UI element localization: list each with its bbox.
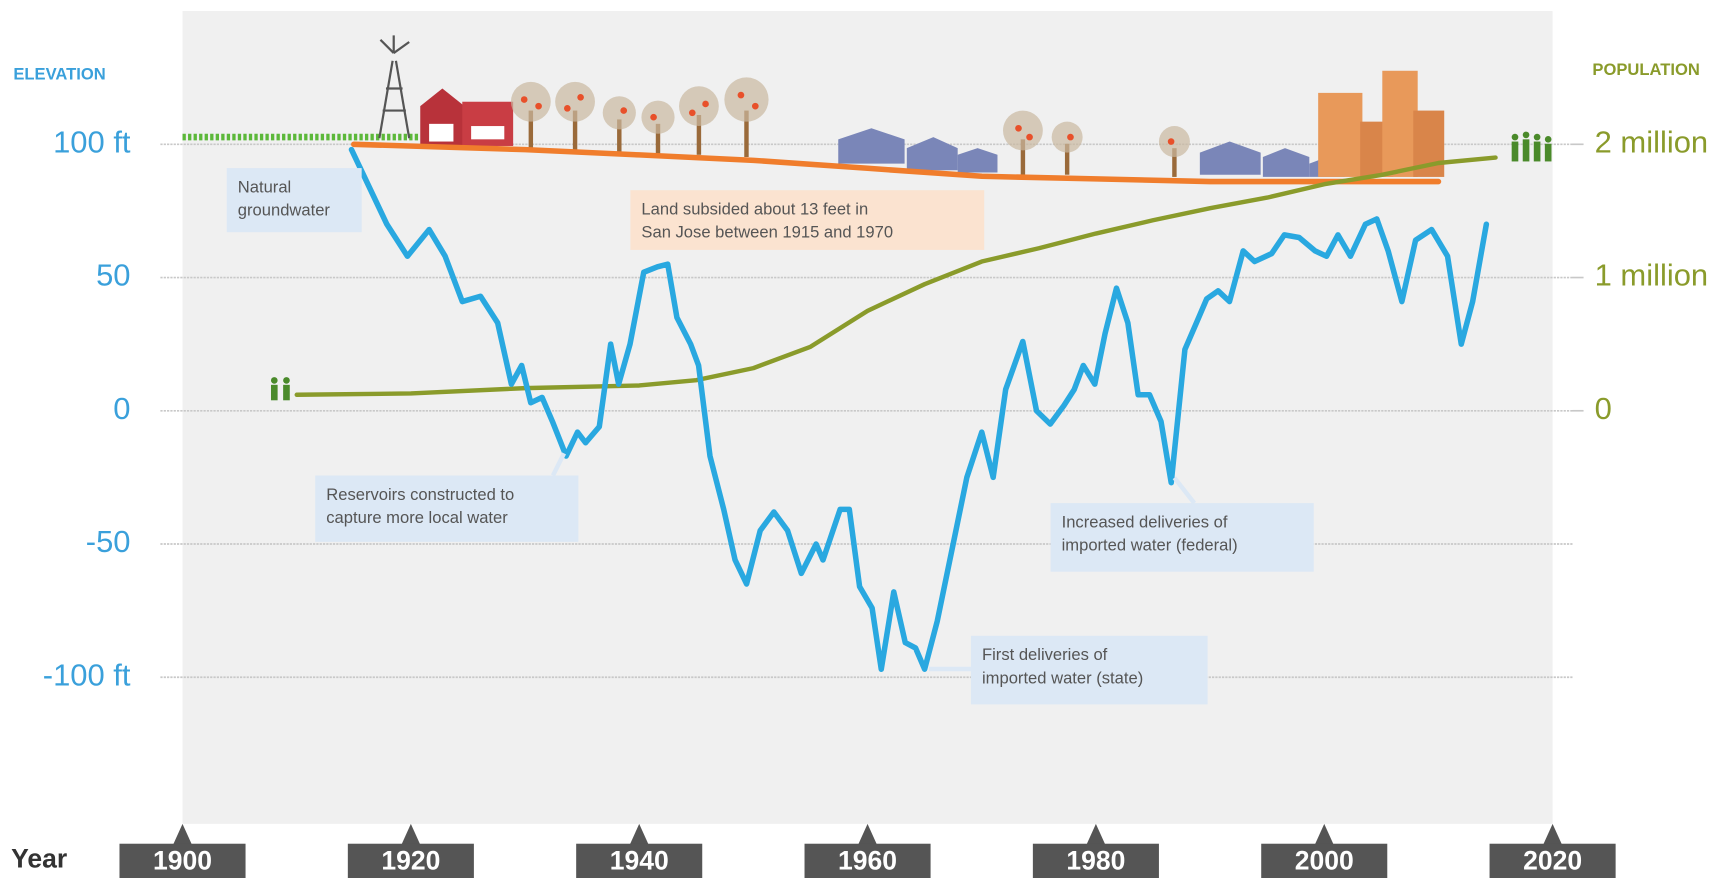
x-tick-label: 1940 bbox=[610, 846, 669, 876]
series-line bbox=[351, 141, 1442, 185]
x-tick-label: 2020 bbox=[1523, 846, 1582, 876]
x-tick-box bbox=[804, 843, 931, 878]
x-tick-box bbox=[1032, 843, 1159, 878]
x-tick-mark bbox=[1314, 823, 1335, 846]
people bbox=[270, 131, 1552, 401]
x-tick-mark bbox=[400, 823, 421, 846]
annotation-box bbox=[1050, 503, 1314, 572]
x-axis-title: Year bbox=[11, 843, 67, 873]
grid bbox=[160, 143, 1584, 679]
x-tick-box bbox=[347, 843, 474, 878]
annotation-box bbox=[970, 635, 1208, 705]
annotation-text: Increased deliveries of bbox=[1062, 512, 1228, 531]
x-tick-mark bbox=[1085, 823, 1106, 846]
y2-tick-label: 2 million bbox=[1595, 124, 1709, 159]
x-tick-label: 1900 bbox=[153, 846, 212, 876]
annotation-box bbox=[315, 475, 579, 542]
x-tick-box bbox=[1261, 843, 1388, 878]
annotation-box bbox=[226, 168, 362, 233]
annotation-box bbox=[630, 190, 985, 250]
y-tick-label: 100 ft bbox=[53, 124, 131, 159]
x-tick-box bbox=[576, 843, 703, 878]
orchard bbox=[510, 77, 1190, 177]
illustration bbox=[182, 35, 1552, 401]
y-tick-label: 50 bbox=[96, 258, 130, 293]
x-tick-box bbox=[119, 843, 246, 878]
annotation-pointer bbox=[1172, 476, 1197, 505]
y-tick-label: -100 ft bbox=[43, 657, 131, 692]
annotation-text: Reservoirs constructed to bbox=[326, 485, 514, 504]
y2-axis-title: POPULATION bbox=[1592, 60, 1699, 79]
annotation-pointer bbox=[550, 452, 566, 477]
annotation-text: Natural bbox=[238, 177, 291, 196]
annotation-text: imported water (state) bbox=[982, 668, 1143, 687]
x-tick-mark bbox=[629, 823, 650, 846]
x-tick-label: 1920 bbox=[381, 846, 440, 876]
annotation-text: First deliveries of bbox=[982, 645, 1108, 664]
lines bbox=[294, 141, 1498, 672]
annotation-text: imported water (federal) bbox=[1062, 536, 1238, 555]
annotation-text: capture more local water bbox=[326, 508, 508, 527]
y2-tick-label: 0 bbox=[1595, 391, 1612, 426]
y-axis-title: ELEVATION bbox=[13, 65, 105, 84]
series-line bbox=[348, 146, 1490, 672]
x-axis: 1900 1920 1940 1960 1980 2000 2020 bbox=[119, 823, 1616, 878]
annotation-text: San Jose between 1915 and 1970 bbox=[641, 223, 893, 242]
x-tick-label: 2000 bbox=[1295, 846, 1354, 876]
x-tick-mark bbox=[857, 823, 878, 846]
annotations: Natural groundwater Land subsided about 13… bbox=[226, 168, 1314, 705]
x-tick-mark bbox=[1542, 823, 1563, 846]
windmill bbox=[378, 35, 411, 139]
barn bbox=[420, 88, 514, 146]
x-tick-label: 1960 bbox=[838, 846, 897, 876]
y2-tick-label: 1 million bbox=[1595, 258, 1709, 293]
y-tick-label: -50 bbox=[86, 524, 131, 559]
y-tick-label: 0 bbox=[113, 391, 130, 426]
annotation-text: groundwater bbox=[238, 201, 331, 220]
series-line bbox=[294, 155, 1498, 397]
x-tick-label: 1980 bbox=[1066, 846, 1125, 876]
x-tick-box bbox=[1489, 843, 1616, 878]
annotation-text: Land subsided about 13 feet in bbox=[641, 199, 868, 218]
x-tick-mark bbox=[172, 823, 193, 846]
